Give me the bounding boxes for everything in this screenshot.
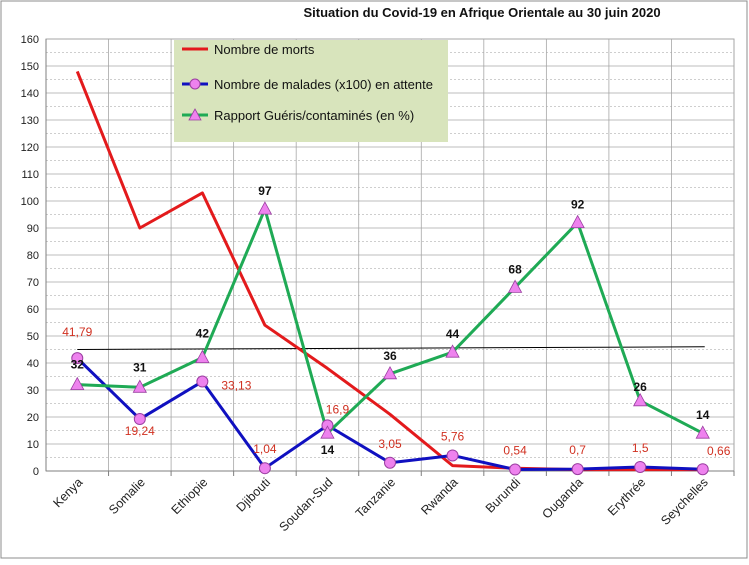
y-tick-label: 0: [33, 466, 39, 478]
data-point-triangle: [570, 214, 585, 229]
y-tick-label: 160: [21, 34, 39, 46]
y-tick-label: 60: [27, 304, 39, 316]
y-tick-label: 80: [27, 250, 39, 262]
legend-label-patients: Nombre de malades (x100) en attente: [214, 77, 433, 92]
data-point-triangle: [320, 425, 335, 439]
data-point-circle: [509, 463, 522, 476]
data-label: 0,7: [569, 443, 586, 457]
data-label: 44: [446, 327, 460, 341]
data-label: 26: [634, 380, 648, 394]
y-tick-label: 120: [21, 142, 39, 154]
data-point-circle: [384, 456, 396, 469]
data-label: 33,13: [221, 379, 251, 393]
y-tick-label: 70: [27, 277, 39, 289]
y-tick-label: 100: [21, 196, 39, 208]
data-point-circle: [696, 463, 709, 476]
data-point-circle: [258, 462, 271, 475]
legend-marker-ratio: [188, 108, 202, 121]
legend-label-ratio: Rapport Guéris/contaminés (en %): [214, 108, 414, 123]
y-tick-label: 30: [27, 385, 39, 397]
y-tick-label: 40: [27, 358, 39, 370]
y-tick-label: 110: [21, 169, 39, 181]
data-label: 16,9: [326, 402, 350, 416]
data-label: 14: [696, 408, 710, 422]
data-point-triangle: [132, 379, 147, 393]
data-point-triangle: [445, 344, 460, 358]
legend-marker-patients: [189, 78, 201, 90]
data-point-circle: [571, 463, 584, 476]
data-label: 3,05: [378, 437, 402, 451]
legend: Nombre de morts Nombre de malades (x100)…: [174, 40, 448, 142]
data-point-triangle: [257, 201, 273, 215]
data-label: 0,54: [503, 444, 527, 458]
data-point-circle: [133, 413, 146, 426]
data-point-triangle: [633, 392, 648, 407]
data-label: 92: [571, 198, 585, 212]
data-label: 97: [258, 184, 272, 198]
data-label: 31: [133, 360, 147, 374]
y-tick-label: 150: [21, 61, 39, 73]
data-point-circle: [634, 460, 647, 473]
data-point-triangle: [382, 365, 398, 380]
data-label: 1,5: [632, 441, 649, 455]
series-layer: [70, 70, 710, 476]
data-point-circle: [446, 449, 459, 462]
data-label: 41,79: [62, 325, 92, 339]
data-label: 14: [321, 443, 335, 457]
y-tick-label: 90: [27, 223, 39, 235]
data-label: 68: [508, 262, 522, 276]
legend-box: [174, 40, 448, 142]
y-tick-label: 140: [21, 88, 39, 100]
y-tick-label: 20: [27, 412, 39, 424]
data-label: 42: [196, 327, 210, 341]
data-point-triangle: [695, 425, 710, 439]
data-point-circle: [196, 375, 209, 388]
data-point-triangle: [195, 349, 210, 364]
data-label: 36: [383, 349, 397, 363]
data-point-triangle: [70, 376, 85, 391]
data-label: 1,04: [253, 442, 277, 456]
legend-label-deaths: Nombre de morts: [214, 42, 315, 57]
chart-title: Situation du Covid-19 en Afrique Orienta…: [303, 5, 660, 20]
y-tick-label: 130: [21, 115, 39, 127]
trend-line: [77, 346, 705, 350]
data-point-triangle: [507, 279, 523, 293]
data-label: 19,24: [125, 424, 155, 438]
data-label: 32: [71, 358, 85, 372]
data-label: 0,66: [707, 444, 731, 458]
y-tick-label: 10: [27, 439, 39, 451]
data-point-circle: [71, 352, 84, 365]
y-tick-label: 50: [27, 331, 39, 343]
data-label: 5,76: [441, 429, 465, 443]
data-label-layer: 41,79 19,24 33,13 1,04 16,9 3,05 5,76 0,54 0,7 1,…: [62, 184, 730, 458]
